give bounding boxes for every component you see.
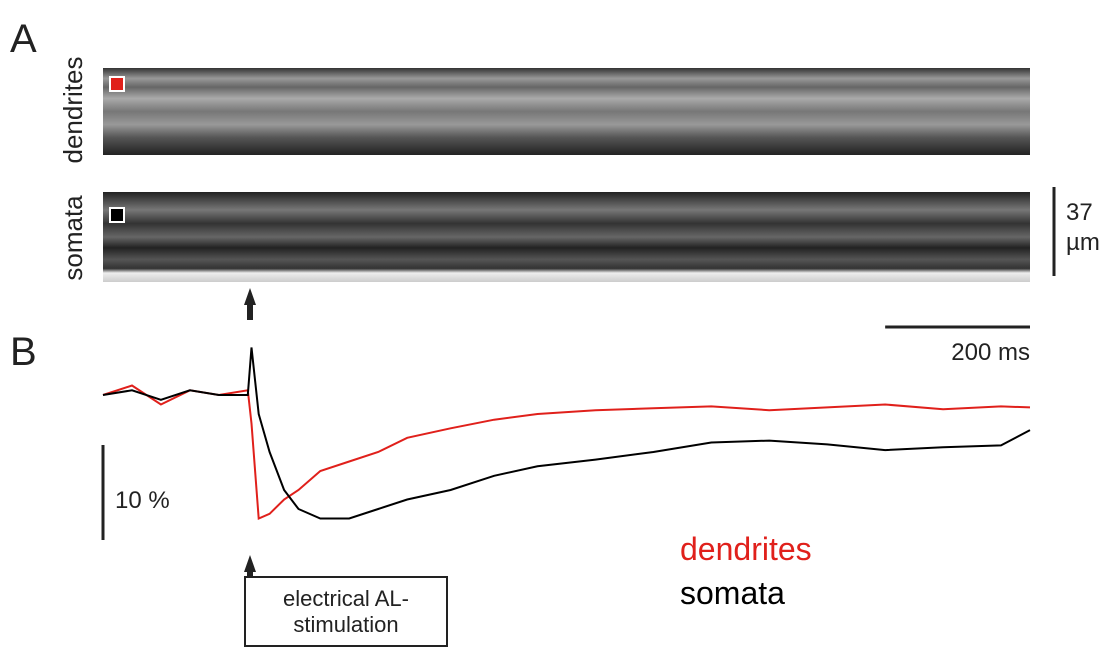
panel-label: A [10,17,37,61]
roi-marker [109,76,125,92]
arrow [244,288,256,320]
image-dendrites [103,68,1030,155]
line-0 [102,384,1031,520]
annotation: electrical AL-stimulation [283,586,409,637]
scale-label: 200 ms [951,339,1030,366]
annotation-box [244,576,448,647]
panel-label: B [10,330,37,374]
scale-label: 10 % [115,487,170,514]
row-label: dendrites [58,57,88,164]
legend-entry: somata [680,575,785,611]
image-somata [103,192,1030,282]
row-label: somata [58,195,88,281]
scale-label: 37 µm [1066,199,1100,256]
roi-marker [109,207,125,223]
legend-entry: dendrites [680,531,812,567]
line-1 [102,347,1031,520]
